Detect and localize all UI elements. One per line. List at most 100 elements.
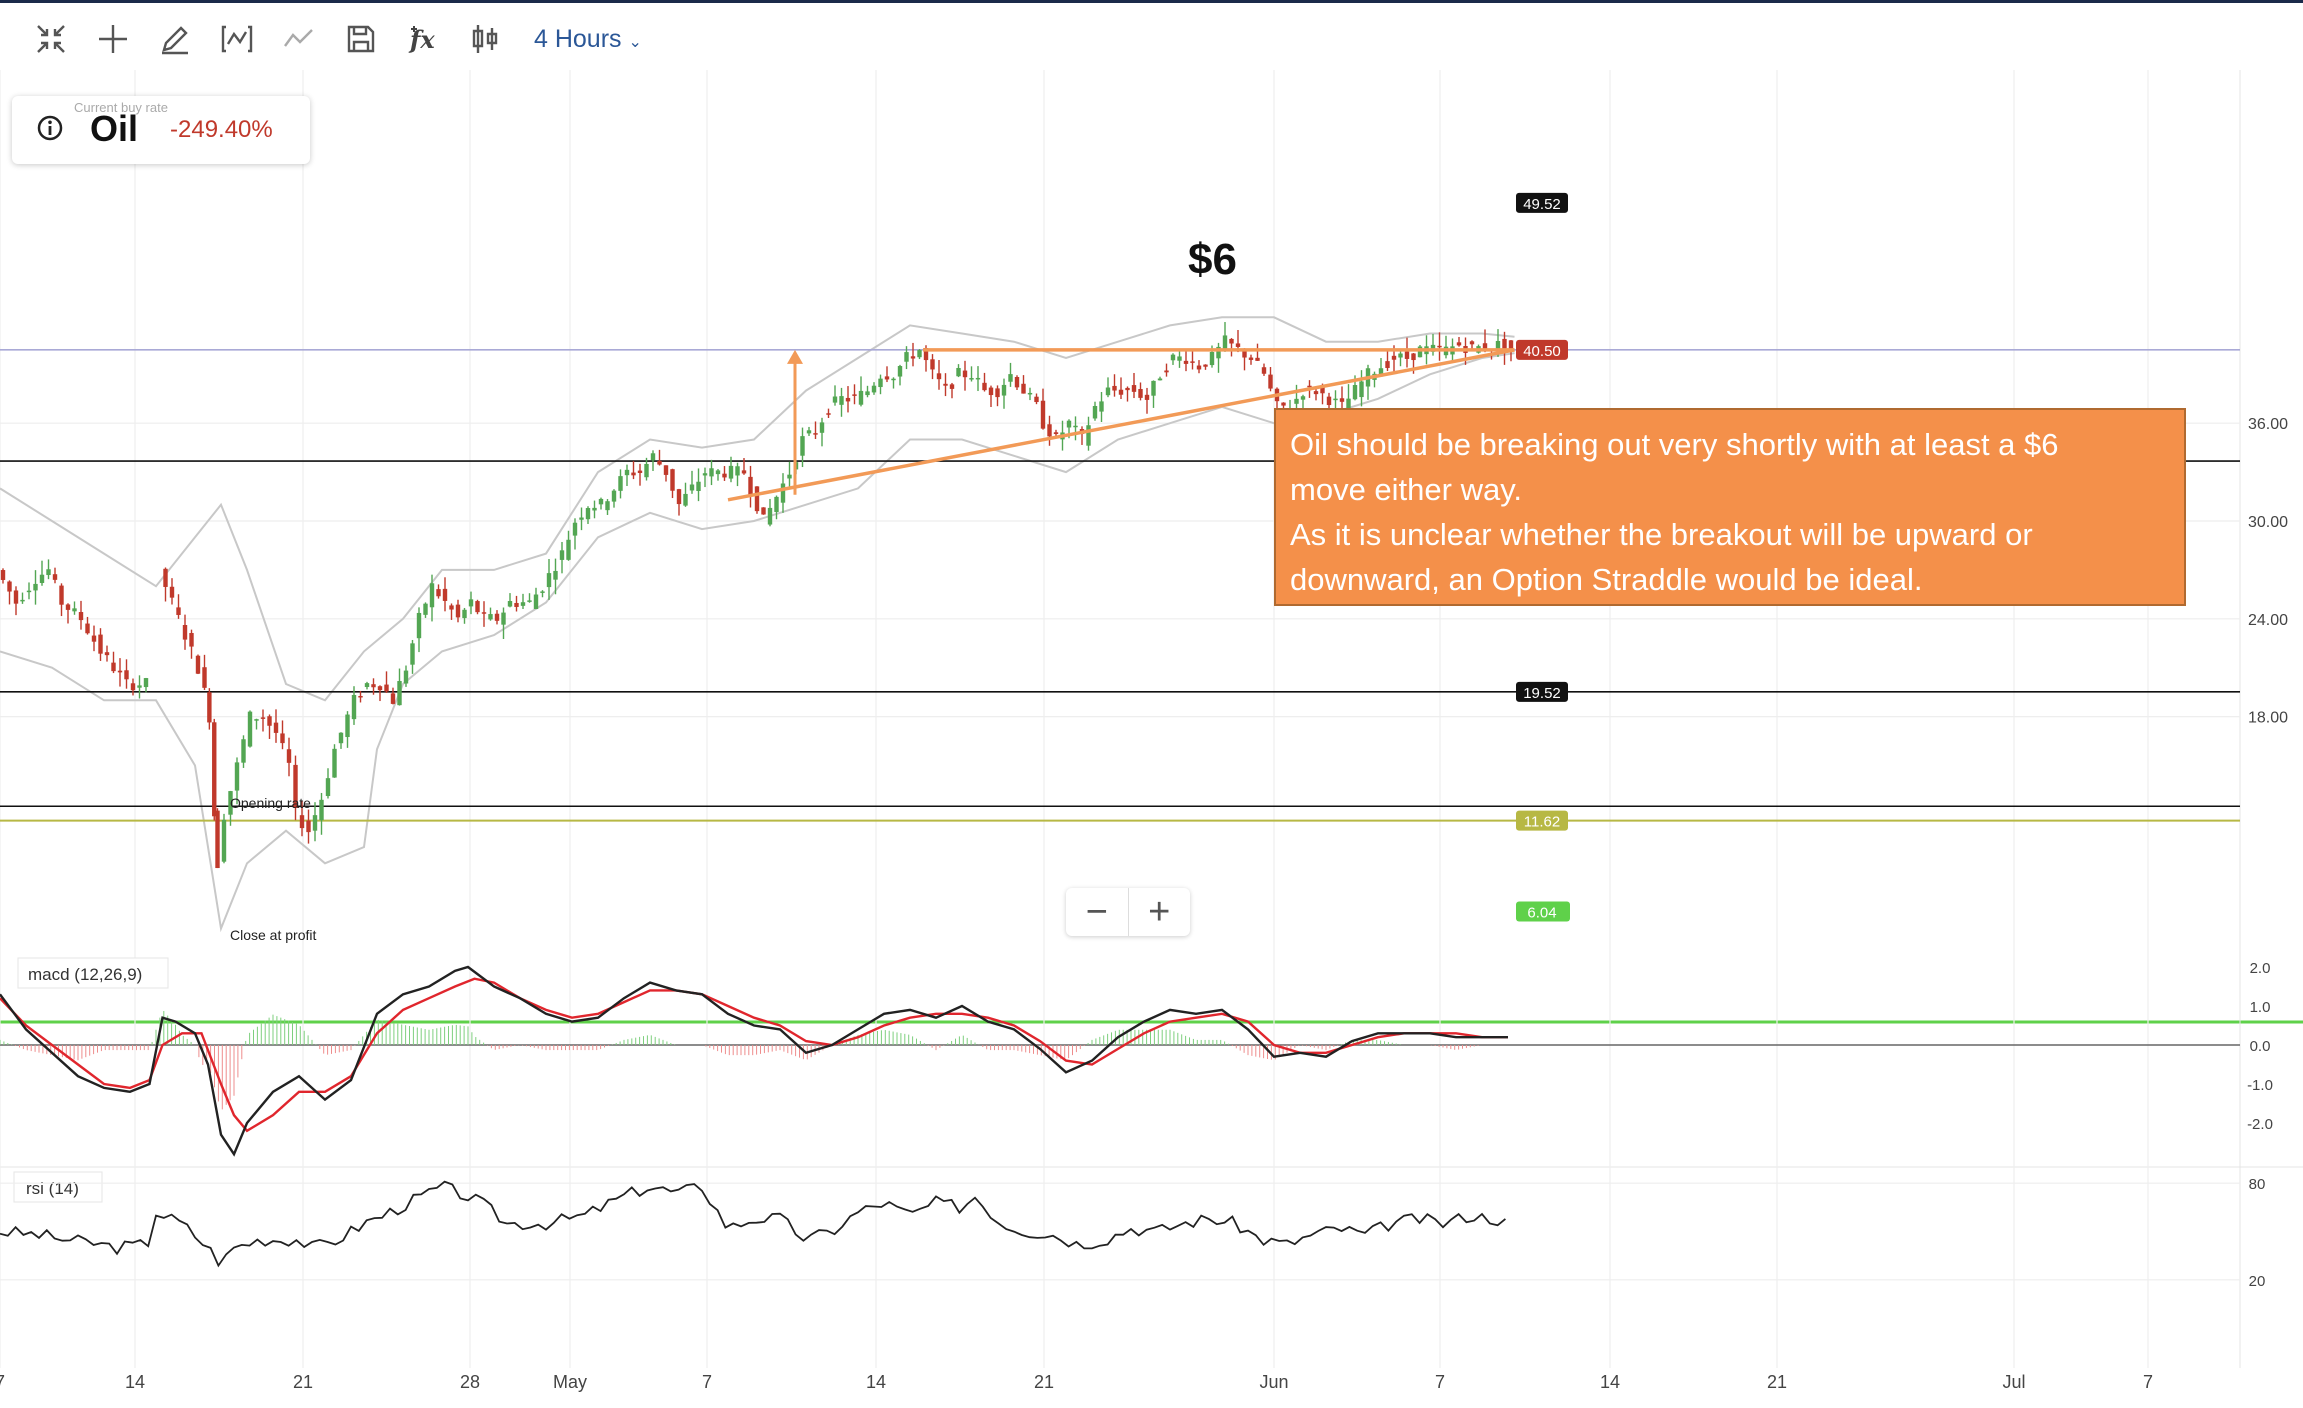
x-tick-label: Jul <box>2002 1372 2025 1392</box>
pencil-icon[interactable] <box>144 14 206 64</box>
candle-body <box>260 717 266 719</box>
candle-body <box>858 390 864 405</box>
candle-body <box>546 573 552 588</box>
candle-body <box>995 388 1000 398</box>
rsi-title-box <box>13 1171 103 1203</box>
crosshair-icon[interactable] <box>82 14 144 64</box>
candle-body <box>884 376 890 380</box>
candle-body <box>455 604 461 618</box>
candle-body <box>1339 398 1345 402</box>
candle-body <box>111 662 116 672</box>
candle-body <box>1047 424 1052 437</box>
zoom-out-button[interactable]: − <box>1085 890 1108 933</box>
candle-body <box>1235 343 1241 347</box>
candle-type-icon[interactable] <box>454 14 516 64</box>
trend-icon[interactable] <box>268 14 330 64</box>
candle-body <box>598 498 604 505</box>
candle-body <box>611 490 617 502</box>
candle-body <box>1170 354 1176 361</box>
zoom-in-button[interactable]: + <box>1148 890 1171 933</box>
price-tag <box>1516 810 1568 831</box>
x-tick-label: 21 <box>1034 1372 1054 1392</box>
candle-body <box>91 635 97 642</box>
candle-body <box>533 594 539 610</box>
instrument-name: Oil <box>90 108 139 149</box>
function-icon[interactable]: fx <box>392 14 454 64</box>
candle-body <box>1073 425 1078 428</box>
price-tag <box>1516 901 1570 922</box>
candle-body <box>1333 398 1338 401</box>
candle-body <box>566 539 571 560</box>
candle-body <box>234 762 240 791</box>
candle-body <box>813 433 818 435</box>
timeframe-select[interactable]: 4 Hours ⌄ <box>534 25 642 54</box>
candle-body <box>878 378 883 388</box>
candle-body <box>520 602 526 606</box>
candle-body <box>1034 396 1039 403</box>
candle-body <box>1021 383 1026 394</box>
candle-body <box>1398 353 1403 358</box>
candle-body <box>241 739 246 763</box>
timeframe-label: 4 Hours <box>534 24 622 53</box>
price-tag <box>1516 681 1568 702</box>
candle-body <box>46 569 51 576</box>
candle-body <box>228 791 233 815</box>
candle-body <box>1118 389 1124 395</box>
y-tick-label: 36.00 <box>2248 416 2288 433</box>
x-tick-label: 14 <box>866 1372 886 1392</box>
candle-body <box>13 590 19 604</box>
candle-body <box>104 652 110 656</box>
price-tag <box>1516 192 1568 213</box>
macd-title: macd (12,26,9) <box>28 965 142 984</box>
opening-rate-label: Opening rate <box>230 795 311 811</box>
candle-body <box>1183 360 1189 364</box>
candle-body <box>273 722 279 733</box>
candle-body <box>663 465 669 475</box>
candle-body <box>1112 385 1117 391</box>
y-tick-label: 30.00 <box>2248 514 2288 531</box>
candle-body <box>1261 367 1267 374</box>
candle-body <box>377 686 383 691</box>
candle-body <box>514 602 519 607</box>
bollinger-upper <box>0 316 1515 702</box>
candle-body <box>364 683 370 688</box>
price-chart[interactable]: 7 14 21 28 May 7 14 21 Jun 7 14 21 Jul 7 36.00 30.00 24.… <box>0 70 2303 1408</box>
macd-line <box>0 965 1508 1157</box>
candle-body <box>969 378 974 380</box>
rsi-line <box>0 1180 1506 1268</box>
candle-body <box>481 612 487 614</box>
candle-body <box>1352 385 1358 400</box>
candle-body <box>1255 357 1260 361</box>
candle-body <box>852 394 857 396</box>
candle-body <box>910 356 916 359</box>
candle-body <box>930 359 935 370</box>
x-tick-label: 7 <box>2143 1372 2153 1392</box>
candle-body <box>722 473 727 478</box>
collapse-icon[interactable] <box>20 14 82 64</box>
instrument-card[interactable]: Current buy rate Oil -249.40% <box>12 96 310 164</box>
candle-body <box>943 383 948 386</box>
candle-body <box>306 820 311 833</box>
candle-body <box>897 366 903 377</box>
save-icon[interactable] <box>330 14 392 64</box>
zoom-control: − + <box>1066 888 1190 936</box>
candle-body <box>0 570 6 580</box>
note-line: downward, an Option Straddle would be id… <box>1290 562 1923 597</box>
candle-body <box>195 655 201 674</box>
candle-body <box>1131 385 1137 392</box>
line-draw-icon[interactable] <box>206 14 268 64</box>
candle-body <box>416 612 422 639</box>
price-tag <box>1516 339 1568 360</box>
support-trendline <box>727 348 1515 502</box>
price-tag-label: 6.04 <box>1527 905 1556 922</box>
candle-body <box>501 612 506 625</box>
info-icon[interactable] <box>36 114 64 142</box>
candle-body <box>124 670 129 680</box>
candle-body <box>1164 370 1169 373</box>
candle-body <box>702 473 708 476</box>
candle-body <box>1502 338 1507 352</box>
candle-body <box>1229 338 1234 344</box>
candle-body <box>618 476 623 491</box>
candle-body <box>1248 357 1254 360</box>
price-tag-label: 19.52 <box>1523 685 1561 702</box>
